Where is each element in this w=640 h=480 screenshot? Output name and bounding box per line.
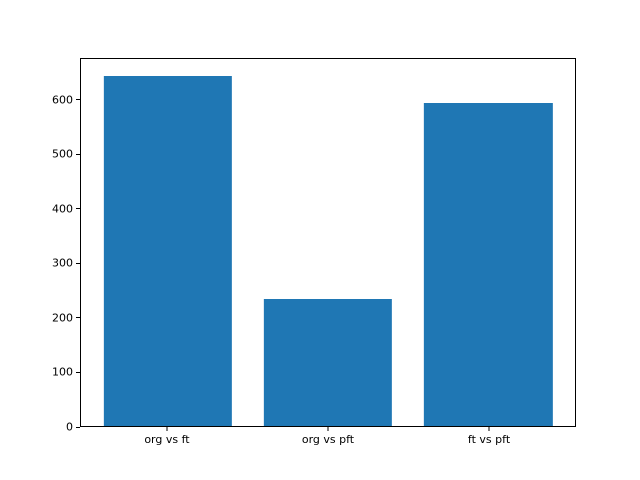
bar-ft-vs-pft [424, 102, 553, 426]
plot-area [80, 58, 576, 427]
y-tick-label-100: 100 [52, 365, 73, 379]
y-tick-label-0: 0 [66, 420, 73, 434]
y-tick-label-400: 400 [52, 202, 73, 216]
x-tick-label-org-vs-ft: org vs ft [144, 433, 190, 446]
bars-layer [81, 59, 575, 426]
y-tick-label-200: 200 [52, 311, 73, 325]
x-tick-mark-org-vs-pft [327, 427, 329, 431]
bar-org-vs-pft [263, 299, 393, 426]
x-tick-label-org-vs-pft: org vs pft [301, 433, 355, 446]
x-tick-label-ft-vs-pft: ft vs pft [467, 433, 511, 446]
x-tick-mark-org-vs-ft [166, 427, 168, 431]
bar-org-vs-ft [103, 76, 232, 426]
y-tick-label-600: 600 [52, 93, 73, 107]
y-tick-label-300: 300 [52, 256, 73, 270]
y-tick-label-500: 500 [52, 147, 73, 161]
x-tick-mark-ft-vs-pft [488, 427, 490, 431]
